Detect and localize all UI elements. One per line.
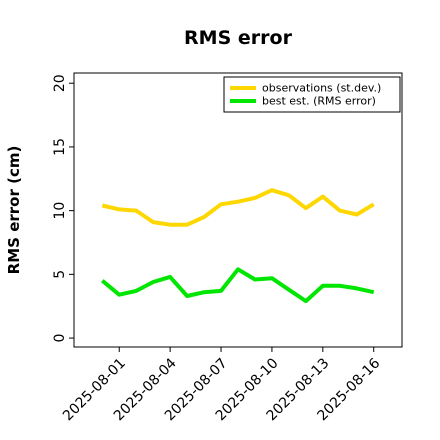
legend-label: best est. (RMS error) bbox=[262, 95, 376, 108]
legend-box bbox=[223, 76, 401, 113]
series-line bbox=[101, 267, 375, 304]
y-tick-label: 10 bbox=[52, 202, 68, 220]
y-tick-label: 20 bbox=[52, 74, 68, 92]
chart-title: RMS error bbox=[184, 27, 293, 49]
y-axis-label: RMS error (cm) bbox=[5, 146, 23, 275]
y-tick-label: 5 bbox=[52, 270, 68, 279]
y-tick-label: 15 bbox=[52, 138, 68, 156]
legend-label: observations (st.dev.) bbox=[262, 82, 381, 95]
series-line bbox=[101, 188, 375, 227]
y-tick-label: 0 bbox=[52, 334, 68, 343]
plot-frame bbox=[73, 72, 403, 348]
